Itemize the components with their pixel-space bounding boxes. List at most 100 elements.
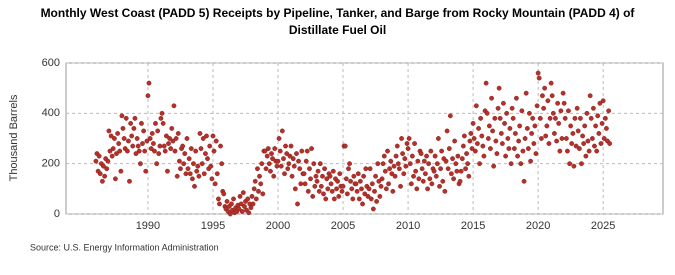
data-point [409, 153, 415, 159]
data-point [411, 173, 416, 179]
data-point [128, 121, 134, 126]
data-point [554, 138, 560, 144]
data-point [569, 141, 575, 146]
data-point [361, 173, 366, 179]
data-point [344, 191, 350, 197]
data-point [127, 178, 132, 184]
data-point [240, 190, 246, 196]
data-point [307, 166, 312, 172]
data-point [518, 161, 524, 167]
data-point [469, 146, 475, 151]
data-point [422, 171, 428, 177]
data-point [521, 178, 527, 184]
data-point [182, 151, 188, 157]
data-point [579, 161, 584, 167]
data-point [373, 173, 378, 179]
data-point [598, 141, 604, 146]
data-point [528, 158, 533, 164]
data-point [524, 126, 530, 131]
data-point [425, 186, 430, 192]
data-point [527, 110, 532, 116]
data-point [251, 186, 257, 192]
data-point [439, 148, 445, 154]
data-point [291, 163, 297, 169]
data-point [135, 143, 141, 149]
data-point [463, 166, 468, 172]
data-point [572, 115, 578, 121]
data-point [321, 191, 326, 197]
data-point [415, 158, 421, 164]
data-point [314, 178, 320, 184]
data-point [445, 166, 451, 172]
data-point [172, 148, 178, 154]
data-point [568, 123, 574, 129]
data-point [380, 161, 386, 167]
data-point [466, 173, 472, 179]
data-point [187, 171, 193, 177]
data-point [236, 206, 242, 212]
data-point [96, 153, 102, 159]
y-tick-label: 400 [42, 107, 60, 119]
data-point [242, 204, 247, 209]
data-point [153, 121, 158, 126]
data-point [330, 168, 336, 174]
data-point [536, 75, 542, 81]
data-point [188, 146, 194, 151]
data-point [396, 166, 402, 172]
data-point [420, 178, 426, 184]
data-point [537, 115, 543, 121]
data-point [602, 115, 608, 121]
data-point [282, 171, 287, 177]
data-point [360, 201, 365, 207]
data-point [249, 193, 255, 199]
data-point [504, 110, 510, 116]
data-point [268, 168, 273, 174]
data-point [386, 181, 391, 187]
data-point [336, 193, 342, 199]
data-point [355, 171, 361, 177]
data-point [157, 143, 163, 149]
x-tick-label: 2020 [526, 220, 550, 232]
data-point [129, 133, 135, 139]
data-point [284, 151, 290, 157]
data-point [216, 196, 221, 202]
data-point [107, 148, 113, 154]
data-point [308, 176, 313, 182]
data-point [151, 141, 156, 146]
data-point [401, 171, 407, 177]
data-point [432, 153, 438, 159]
data-point [557, 148, 563, 154]
data-point [390, 188, 396, 194]
data-point [532, 123, 538, 129]
data-point [343, 176, 349, 182]
data-point [197, 131, 203, 136]
y-axis-label: Thousand Barrels [8, 94, 20, 181]
data-point [450, 156, 455, 162]
data-point [402, 156, 408, 162]
data-point [433, 173, 439, 179]
data-point [393, 153, 399, 159]
data-point [154, 161, 160, 167]
data-point [114, 151, 119, 157]
data-point [461, 133, 467, 139]
data-point [304, 148, 310, 154]
data-point [229, 201, 234, 207]
data-point [597, 100, 603, 106]
data-point [484, 110, 490, 116]
data-point [184, 136, 190, 141]
data-point [472, 148, 478, 154]
data-point [400, 151, 406, 157]
data-point [180, 143, 186, 149]
data-point [374, 199, 379, 204]
data-point [458, 168, 464, 174]
data-point [519, 108, 525, 114]
data-point [195, 163, 201, 169]
data-point [270, 156, 275, 162]
data-point [406, 136, 412, 141]
data-point [177, 158, 182, 164]
data-point [562, 115, 568, 121]
y-tick-label: 0 [54, 208, 60, 220]
data-point [575, 128, 581, 134]
data-point [438, 166, 443, 172]
